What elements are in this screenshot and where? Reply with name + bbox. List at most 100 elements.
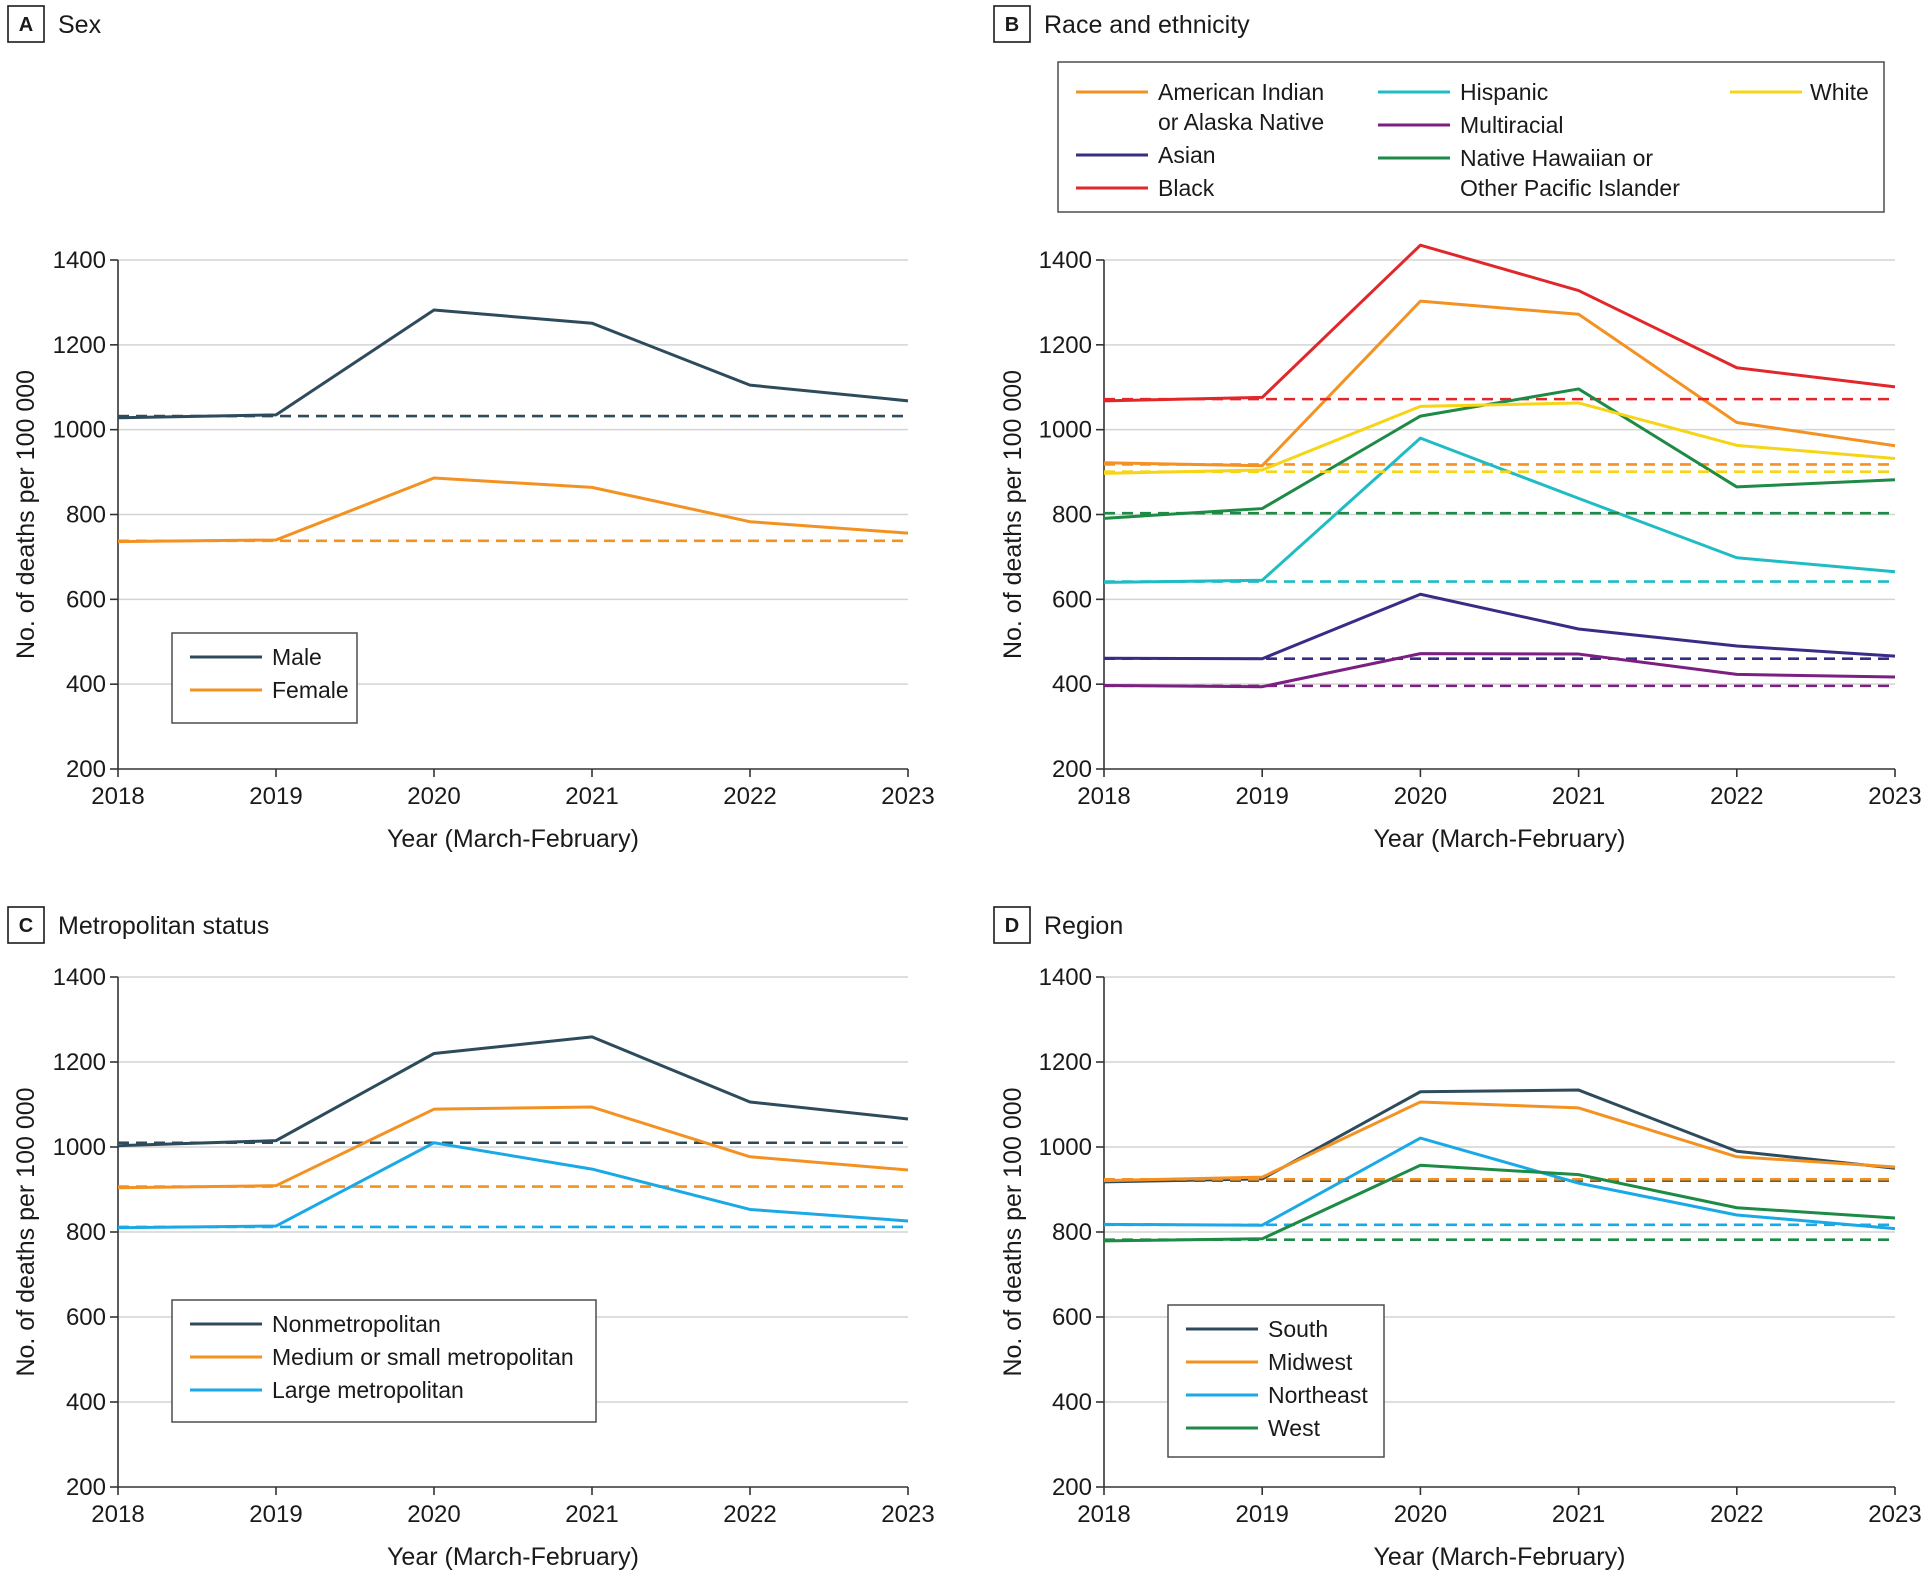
- panel-b: B Race and ethnicity 200 400 600 800 1000 1200 1…: [993, 5, 1922, 853]
- series-nonmetropolitan: [117, 1035, 909, 1148]
- panel-title: Sex: [58, 11, 102, 39]
- series-west: [1103, 1163, 1896, 1243]
- legend-label: Asian: [1158, 142, 1216, 168]
- series-northeast: [1103, 1136, 1896, 1231]
- y-tick-label: 800: [1052, 1219, 1092, 1246]
- y-tick-label: 400: [66, 671, 106, 698]
- x-tick-label: 2019: [1236, 1501, 1289, 1528]
- panel-a: A Sex 200 400 600 800 1000 1200 1400 2018 2019 2020…: [7, 5, 935, 853]
- legend-label: Midwest: [1268, 1349, 1353, 1375]
- x-tick-label: 2020: [407, 783, 460, 810]
- y-tick-label: 200: [66, 1474, 106, 1501]
- legend-label: Nonmetropolitan: [272, 1311, 441, 1337]
- x-tick-label: 2020: [407, 1501, 460, 1528]
- line-asian: [1103, 592, 1896, 661]
- x-tick-label: 2021: [1552, 1501, 1605, 1528]
- line-american-indian-or-alaska-native: [1103, 299, 1896, 468]
- series-native-hawaiian-or-other-pacific-islander: [1103, 387, 1896, 520]
- line-northeast: [1103, 1136, 1896, 1231]
- series-american-indian-or-alaska-native: [1103, 299, 1896, 468]
- legend-label: Black: [1158, 175, 1215, 201]
- x-tick-label: 2020: [1394, 1501, 1447, 1528]
- legend-label: Female: [272, 677, 349, 703]
- y-tick-label: 200: [66, 756, 106, 783]
- legend-label: Multiracial: [1460, 112, 1564, 138]
- x-tick-label: 2019: [1236, 783, 1289, 810]
- panel-letter: A: [19, 14, 33, 36]
- legend: American Indian or Alaska Native Asian Blac…: [1057, 61, 1885, 213]
- series-midwest: [1103, 1100, 1896, 1183]
- y-tick-label: 1400: [1039, 964, 1092, 991]
- y-axis-title: No. of deaths per 100 000: [999, 370, 1027, 659]
- y-tick-label: 1200: [53, 1049, 106, 1076]
- y-tick-label: 600: [1052, 586, 1092, 613]
- series-male: [117, 308, 909, 420]
- y-tick-label: 200: [1052, 1474, 1092, 1501]
- legend: South Midwest Northeast West: [1167, 1304, 1385, 1458]
- y-tick-label: 1000: [53, 1134, 106, 1161]
- y-tick-label: 1400: [53, 964, 106, 991]
- line-female: [117, 476, 909, 544]
- series-female: [117, 476, 909, 544]
- y-tick-label: 200: [1052, 756, 1092, 783]
- y-tick-label: 800: [66, 1219, 106, 1246]
- panel-letter-box: [993, 5, 1031, 43]
- y-tick-label: 800: [66, 502, 106, 529]
- x-tick-label: 2023: [1868, 1501, 1921, 1528]
- y-tick-label: 1200: [53, 332, 106, 359]
- legend-label: Hispanic: [1460, 79, 1548, 105]
- legend-label: Northeast: [1268, 1382, 1368, 1408]
- series-black: [1103, 243, 1896, 403]
- y-tick-label: 1200: [1039, 332, 1092, 359]
- legend-label: South: [1268, 1316, 1328, 1342]
- y-tick-label: 1200: [1039, 1049, 1092, 1076]
- legend-label: Large metropolitan: [272, 1377, 464, 1403]
- panel-d: D Region 200 400 600 800 1000 1200 1400 2018 2019 2…: [993, 906, 1922, 1571]
- x-tick-label: 2021: [565, 783, 618, 810]
- line-large-metropolitan: [117, 1141, 909, 1230]
- legend-label: West: [1268, 1415, 1321, 1441]
- legend: Male Female: [171, 632, 358, 724]
- series-medium-or-small-metropolitan: [117, 1105, 909, 1190]
- series-white: [1103, 401, 1896, 475]
- legend-label: Male: [272, 644, 322, 670]
- y-tick-label: 600: [66, 1304, 106, 1331]
- line-white: [1103, 401, 1896, 475]
- panel-title: Race and ethnicity: [1044, 11, 1250, 39]
- legend-label: White: [1810, 79, 1869, 105]
- line-hispanic: [1103, 436, 1896, 584]
- line-male: [117, 308, 909, 420]
- x-tick-label: 2022: [1710, 1501, 1763, 1528]
- legend-label-line2: Other Pacific Islander: [1460, 175, 1680, 201]
- y-axis-title: No. of deaths per 100 000: [12, 370, 40, 659]
- line-native-hawaiian-or-other-pacific-islander: [1103, 387, 1896, 520]
- y-axis-title: No. of deaths per 100 000: [12, 1087, 40, 1376]
- panel-title: Metropolitan status: [58, 912, 269, 940]
- series-asian: [1103, 592, 1896, 661]
- legend-box: [1057, 61, 1885, 213]
- x-tick-label: 2022: [723, 783, 776, 810]
- line-nonmetropolitan: [117, 1035, 909, 1148]
- y-tick-label: 800: [1052, 502, 1092, 529]
- x-tick-label: 2019: [249, 783, 302, 810]
- y-tick-label: 400: [1052, 671, 1092, 698]
- series-hispanic: [1103, 436, 1896, 584]
- y-tick-label: 1000: [1039, 417, 1092, 444]
- legend-label-line2: or Alaska Native: [1158, 109, 1324, 135]
- y-tick-label: 1000: [53, 417, 106, 444]
- y-axis-title: No. of deaths per 100 000: [999, 1087, 1027, 1376]
- x-tick-label: 2023: [1868, 783, 1921, 810]
- x-tick-label: 2018: [91, 1501, 144, 1528]
- line-west: [1103, 1163, 1896, 1243]
- y-tick-label: 1000: [1039, 1134, 1092, 1161]
- x-tick-label: 2018: [1077, 1501, 1130, 1528]
- y-tick-label: 600: [1052, 1304, 1092, 1331]
- panel-letter-box: [7, 906, 45, 944]
- x-tick-label: 2019: [249, 1501, 302, 1528]
- x-tick-label: 2023: [881, 783, 934, 810]
- panel-letter-box: [993, 906, 1031, 944]
- legend: Nonmetropolitan Medium or small metropoli…: [171, 1299, 597, 1423]
- legend-label: Native Hawaiian or: [1460, 145, 1653, 171]
- y-tick-label: 1400: [1039, 247, 1092, 274]
